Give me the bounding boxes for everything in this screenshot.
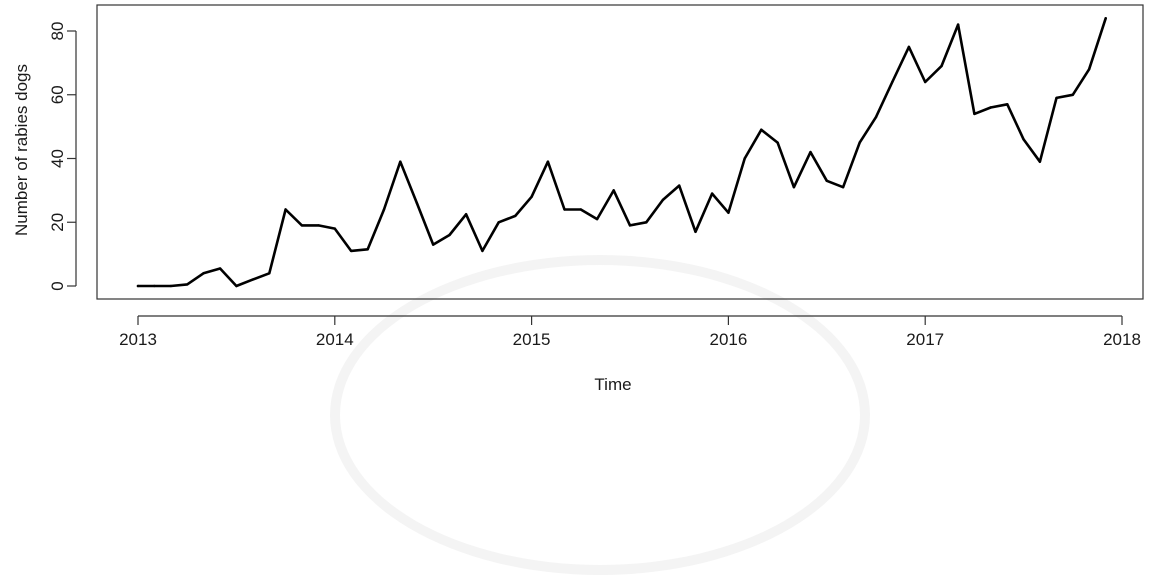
data-point — [415, 201, 419, 205]
x-axis: 2013 2014 2015 2016 2017 2018 — [119, 315, 1141, 349]
data-point — [169, 284, 173, 288]
x-axis-title: Time — [594, 375, 631, 394]
data-point — [956, 23, 960, 26]
data-point — [497, 221, 500, 224]
data-point — [579, 208, 582, 211]
data-point — [382, 208, 386, 211]
data-point — [317, 224, 320, 227]
data-point — [235, 284, 238, 288]
data-point — [333, 227, 336, 230]
data-point — [825, 179, 828, 182]
data-point — [694, 230, 697, 233]
data-point — [399, 160, 402, 163]
data-point — [743, 157, 746, 160]
data-point — [481, 249, 484, 253]
data-point — [678, 184, 681, 187]
data-point — [907, 45, 911, 49]
data-point — [563, 208, 566, 211]
data-point — [924, 80, 927, 84]
data-point — [989, 106, 992, 109]
data-point — [432, 243, 435, 246]
data-point — [1038, 160, 1042, 163]
y-axis-title: Number of rabies dogs — [12, 64, 31, 236]
data-point — [251, 278, 254, 281]
data-point — [891, 80, 894, 84]
data-point — [1022, 138, 1025, 141]
data-point — [1055, 96, 1058, 100]
series-line — [136, 17, 1107, 288]
x-tick-label: 2017 — [906, 330, 944, 349]
data-point — [595, 217, 599, 221]
data-point — [1071, 93, 1075, 97]
data-point — [1006, 103, 1009, 106]
x-tick-label: 2016 — [709, 330, 747, 349]
data-point — [973, 112, 976, 116]
data-point — [612, 189, 615, 192]
data-point — [153, 284, 156, 288]
y-tick-label: 60 — [48, 85, 67, 104]
data-point — [530, 195, 533, 198]
data-point — [514, 214, 517, 218]
data-point — [792, 186, 796, 189]
data-point — [940, 64, 943, 68]
data-point — [809, 150, 812, 154]
data-point — [710, 192, 714, 195]
data-points — [136, 17, 1107, 288]
data-point — [136, 284, 140, 288]
data-point — [349, 249, 353, 253]
data-point — [760, 128, 763, 131]
x-tick-label: 2018 — [1103, 330, 1141, 349]
data-point — [448, 233, 451, 237]
y-tick-label: 80 — [48, 22, 67, 41]
data-point — [841, 186, 845, 189]
data-point — [284, 208, 287, 211]
data-point — [268, 272, 271, 275]
data-point — [858, 141, 861, 144]
data-point — [464, 213, 468, 216]
data-point — [874, 115, 878, 119]
x-tick-label: 2014 — [316, 330, 354, 349]
data-point — [546, 160, 550, 163]
data-point — [366, 248, 369, 251]
data-point — [300, 224, 304, 227]
data-point — [727, 211, 730, 214]
y-axis: 0 20 40 60 80 — [48, 22, 77, 291]
data-point — [1087, 68, 1091, 71]
data-point — [645, 221, 648, 224]
x-tick-label: 2013 — [119, 330, 157, 349]
y-tick-label: 0 — [48, 281, 67, 290]
plot-area-frame — [96, 4, 1144, 300]
data-point — [202, 272, 205, 275]
data-point — [186, 283, 189, 286]
y-tick-label: 20 — [48, 213, 67, 232]
y-tick-label: 40 — [48, 149, 67, 168]
data-point — [218, 267, 222, 270]
data-point — [776, 141, 779, 144]
data-point — [1104, 17, 1107, 20]
data-point — [628, 224, 632, 227]
data-point — [661, 198, 665, 202]
x-tick-label: 2015 — [513, 330, 551, 349]
